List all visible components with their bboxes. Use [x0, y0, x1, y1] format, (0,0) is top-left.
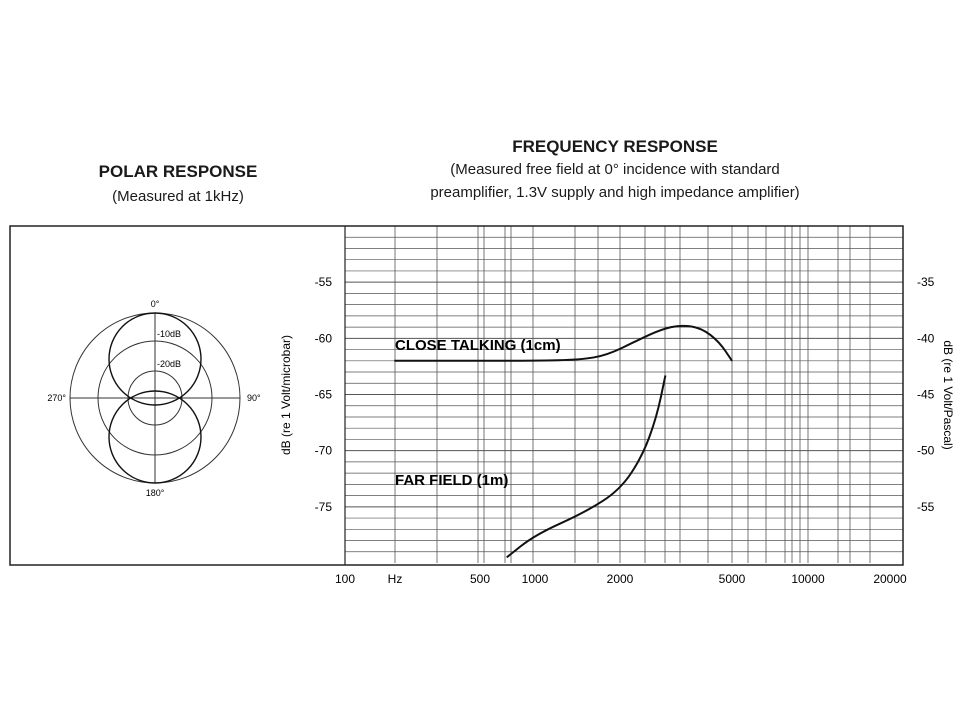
grid [345, 226, 903, 563]
x-tick-label: 20000 [873, 572, 907, 586]
chart-frame [9, 225, 904, 566]
angle-label-270: 270° [47, 393, 66, 403]
y-tick-right: -35 [917, 275, 935, 289]
polar-lobe-rear [108, 390, 202, 484]
y-tick-right: -55 [917, 500, 935, 514]
polar-title: POLAR RESPONSE [98, 162, 258, 181]
chart-subtitle-1: (Measured free field at 0° incidence wit… [450, 161, 780, 178]
angle-label-180: 180° [146, 488, 165, 498]
x-tick-label: 100 [335, 572, 355, 586]
y-tick-right: -40 [917, 331, 935, 345]
y-tick-right: -50 [917, 444, 935, 458]
y-tick-right: -45 [917, 388, 935, 402]
y-tick-left: -65 [315, 388, 333, 402]
ring-label-20db: -20dB [157, 359, 181, 369]
angle-label-0: 0° [151, 299, 160, 309]
polar-lobe-front [108, 312, 202, 406]
y-axis-label-right: dB (re 1 Volt/Pascal) [941, 340, 955, 449]
ring-label-10db: -10dB [157, 329, 181, 339]
x-tick-label: 1000 [522, 572, 549, 586]
y-axis-label-left: dB (re 1 Volt/microbar) [279, 335, 293, 455]
series-line-1 [506, 375, 667, 559]
angle-label-90: 90° [247, 393, 261, 403]
chart-title: FREQUENCY RESPONSE [512, 137, 718, 156]
y-tick-left: -60 [315, 331, 333, 345]
x-tick-label: 2000 [607, 572, 634, 586]
chart-subtitle-2: preamplifier, 1.3V supply and high imped… [430, 184, 800, 201]
x-tick-label: 500 [470, 572, 490, 586]
polar-plot [69, 312, 241, 484]
y-tick-left: -70 [315, 444, 333, 458]
series-label-0: CLOSE TALKING (1cm) [395, 337, 561, 354]
x-axis-label: Hz [388, 572, 403, 586]
polar-subtitle: (Measured at 1kHz) [112, 188, 244, 205]
series-label-1: FAR FIELD (1m) [395, 472, 508, 489]
x-tick-label: 10000 [791, 572, 825, 586]
x-tick-label: 5000 [719, 572, 746, 586]
y-tick-left: -75 [315, 500, 333, 514]
series-line-0 [394, 324, 733, 362]
y-tick-left: -55 [315, 275, 333, 289]
